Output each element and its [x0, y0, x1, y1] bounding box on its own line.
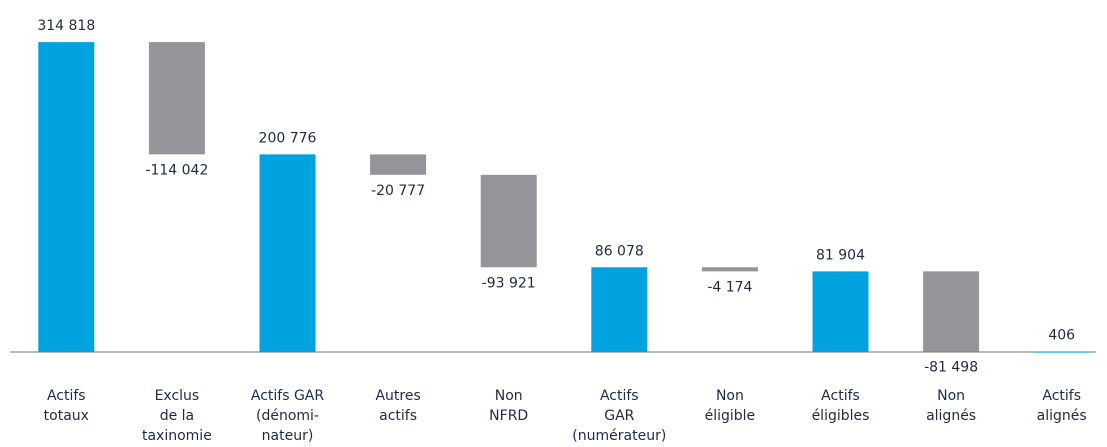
x-tick-label: Non: [937, 388, 965, 404]
x-tick-label: de la: [160, 408, 194, 424]
bar: [370, 154, 427, 175]
bar: [1033, 351, 1090, 353]
x-tick-label: Non: [716, 388, 744, 404]
value-label: -4 174: [707, 279, 752, 295]
value-label: -114 042: [145, 162, 208, 178]
x-tick-label: totaux: [44, 408, 89, 424]
x-tick-label: Exclus: [155, 388, 200, 404]
value-label: 314 818: [37, 18, 95, 34]
x-tick-label: éligible: [705, 408, 756, 424]
bar: [701, 267, 758, 272]
x-tick-label: taxinomie: [142, 428, 212, 444]
x-tick-label: (dénomi-: [256, 408, 319, 424]
bar: [148, 42, 205, 155]
value-label: 406: [1048, 328, 1075, 344]
bar: [38, 42, 95, 352]
value-label: -81 498: [924, 360, 978, 376]
bar: [480, 174, 537, 268]
value-label: -20 777: [371, 183, 425, 199]
x-tick-label: actifs: [379, 408, 417, 424]
x-tick-label: Actifs: [600, 388, 639, 404]
x-tick-label: Actifs: [821, 388, 860, 404]
x-tick-label: NFRD: [489, 408, 528, 424]
value-label: 86 078: [595, 243, 644, 259]
bar: [923, 271, 980, 352]
value-label: -93 921: [482, 275, 536, 291]
bar: [812, 271, 869, 352]
x-tick-label: Actifs GAR: [251, 388, 325, 404]
x-tick-label: Autres: [375, 388, 420, 404]
x-tick-label: alignés: [1037, 408, 1087, 424]
bar: [259, 154, 316, 352]
x-tick-label: (numérateur): [572, 428, 666, 444]
x-tick-label: alignés: [926, 408, 976, 424]
bar: [591, 267, 648, 352]
x-tick-label: Actifs: [1042, 388, 1081, 404]
x-tick-label: Non: [495, 388, 523, 404]
value-label: 200 776: [259, 130, 317, 146]
x-tick-label: nateur): [262, 428, 314, 444]
x-tick-label: éligibles: [812, 408, 870, 424]
value-label: 81 904: [816, 247, 865, 263]
x-tick-label: GAR: [604, 408, 634, 424]
x-tick-label: Actifs: [47, 388, 86, 404]
